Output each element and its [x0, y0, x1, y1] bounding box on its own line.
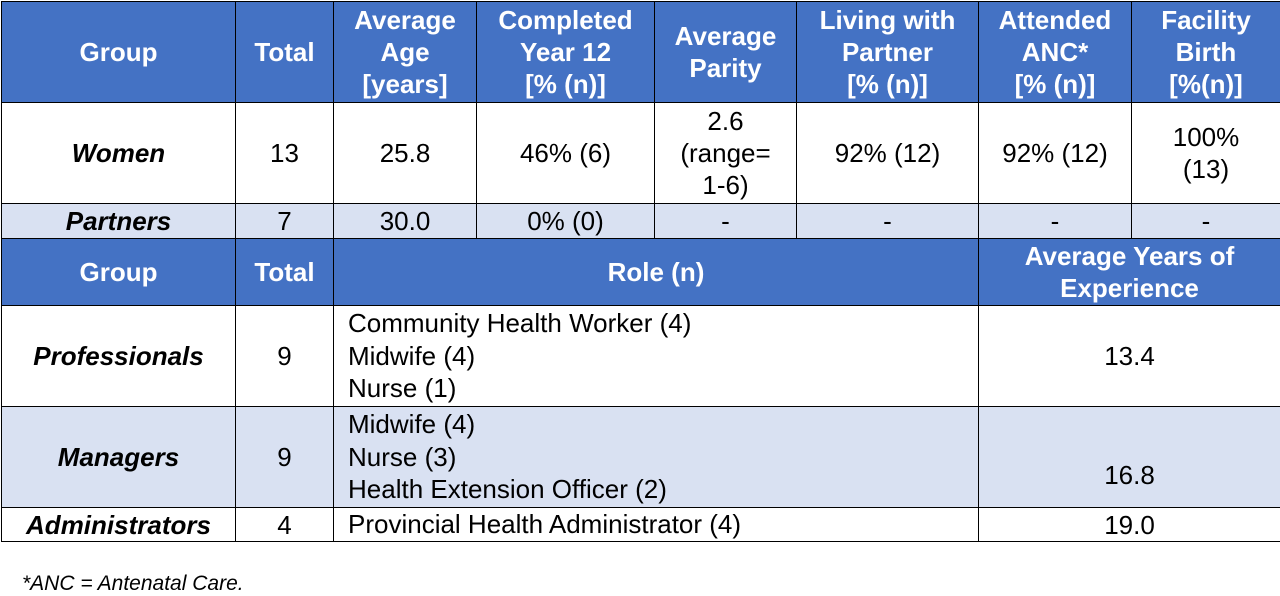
partner-cell: - [797, 204, 979, 239]
total-cell: 7 [236, 204, 334, 239]
role-item: Nurse (1) [348, 372, 972, 405]
facility-cell: 100%(13) [1132, 103, 1280, 204]
anc-cell: 92% (12) [979, 103, 1132, 204]
table-row-professionals: Professionals 9 Community Health Worker … [2, 306, 1280, 407]
group-cell: Professionals [2, 306, 236, 407]
table-row-partners: Partners 7 30.0 0% (0) - - - - [2, 204, 1280, 239]
table-row-managers: Managers 9 Midwife (4) Nurse (3) Health … [2, 407, 1280, 508]
table-row-women: Women 13 25.8 46% (6) 2.6(range=1-6) 92%… [2, 103, 1280, 204]
role-item: Provincial Health Administrator (4) [348, 508, 972, 541]
experience-cell: 16.8 [979, 407, 1280, 508]
footnote: *ANC = Antenatal Care. [22, 572, 244, 596]
year12-cell: 0% (0) [477, 204, 655, 239]
age-cell: 30.0 [334, 204, 477, 239]
role-cell: Community Health Worker (4) Midwife (4) … [334, 306, 979, 407]
total-cell: 9 [236, 306, 334, 407]
partner-cell: 92% (12) [797, 103, 979, 204]
role-cell: Midwife (4) Nurse (3) Health Extension O… [334, 407, 979, 508]
header-group: Group [2, 2, 236, 103]
parity-cell: 2.6(range=1-6) [655, 103, 797, 204]
group-cell: Managers [2, 407, 236, 508]
group-cell: Administrators [2, 508, 236, 542]
table-row-administrators: Administrators 4 Provincial Health Admin… [2, 508, 1280, 542]
experience-cell: 19.0 [979, 508, 1280, 542]
header-role: Role (n) [334, 239, 979, 306]
facility-cell: - [1132, 204, 1280, 239]
total-cell: 4 [236, 508, 334, 542]
header-total: Total [236, 2, 334, 103]
role-item: Midwife (4) [348, 340, 972, 373]
role-item: Nurse (3) [348, 441, 972, 474]
header-total: Total [236, 239, 334, 306]
total-cell: 13 [236, 103, 334, 204]
experience-cell: 13.4 [979, 306, 1280, 407]
group-cell: Women [2, 103, 236, 204]
total-cell: 9 [236, 407, 334, 508]
anc-cell: - [979, 204, 1132, 239]
role-item: Community Health Worker (4) [348, 307, 972, 340]
year12-cell: 46% (6) [477, 103, 655, 204]
role-cell: Provincial Health Administrator (4) [334, 508, 979, 542]
group-cell: Partners [2, 204, 236, 239]
role-item: Midwife (4) [348, 408, 972, 441]
parity-cell: - [655, 204, 797, 239]
role-item: Health Extension Officer (2) [348, 473, 972, 506]
age-cell: 25.8 [334, 103, 477, 204]
header-group: Group [2, 239, 236, 306]
